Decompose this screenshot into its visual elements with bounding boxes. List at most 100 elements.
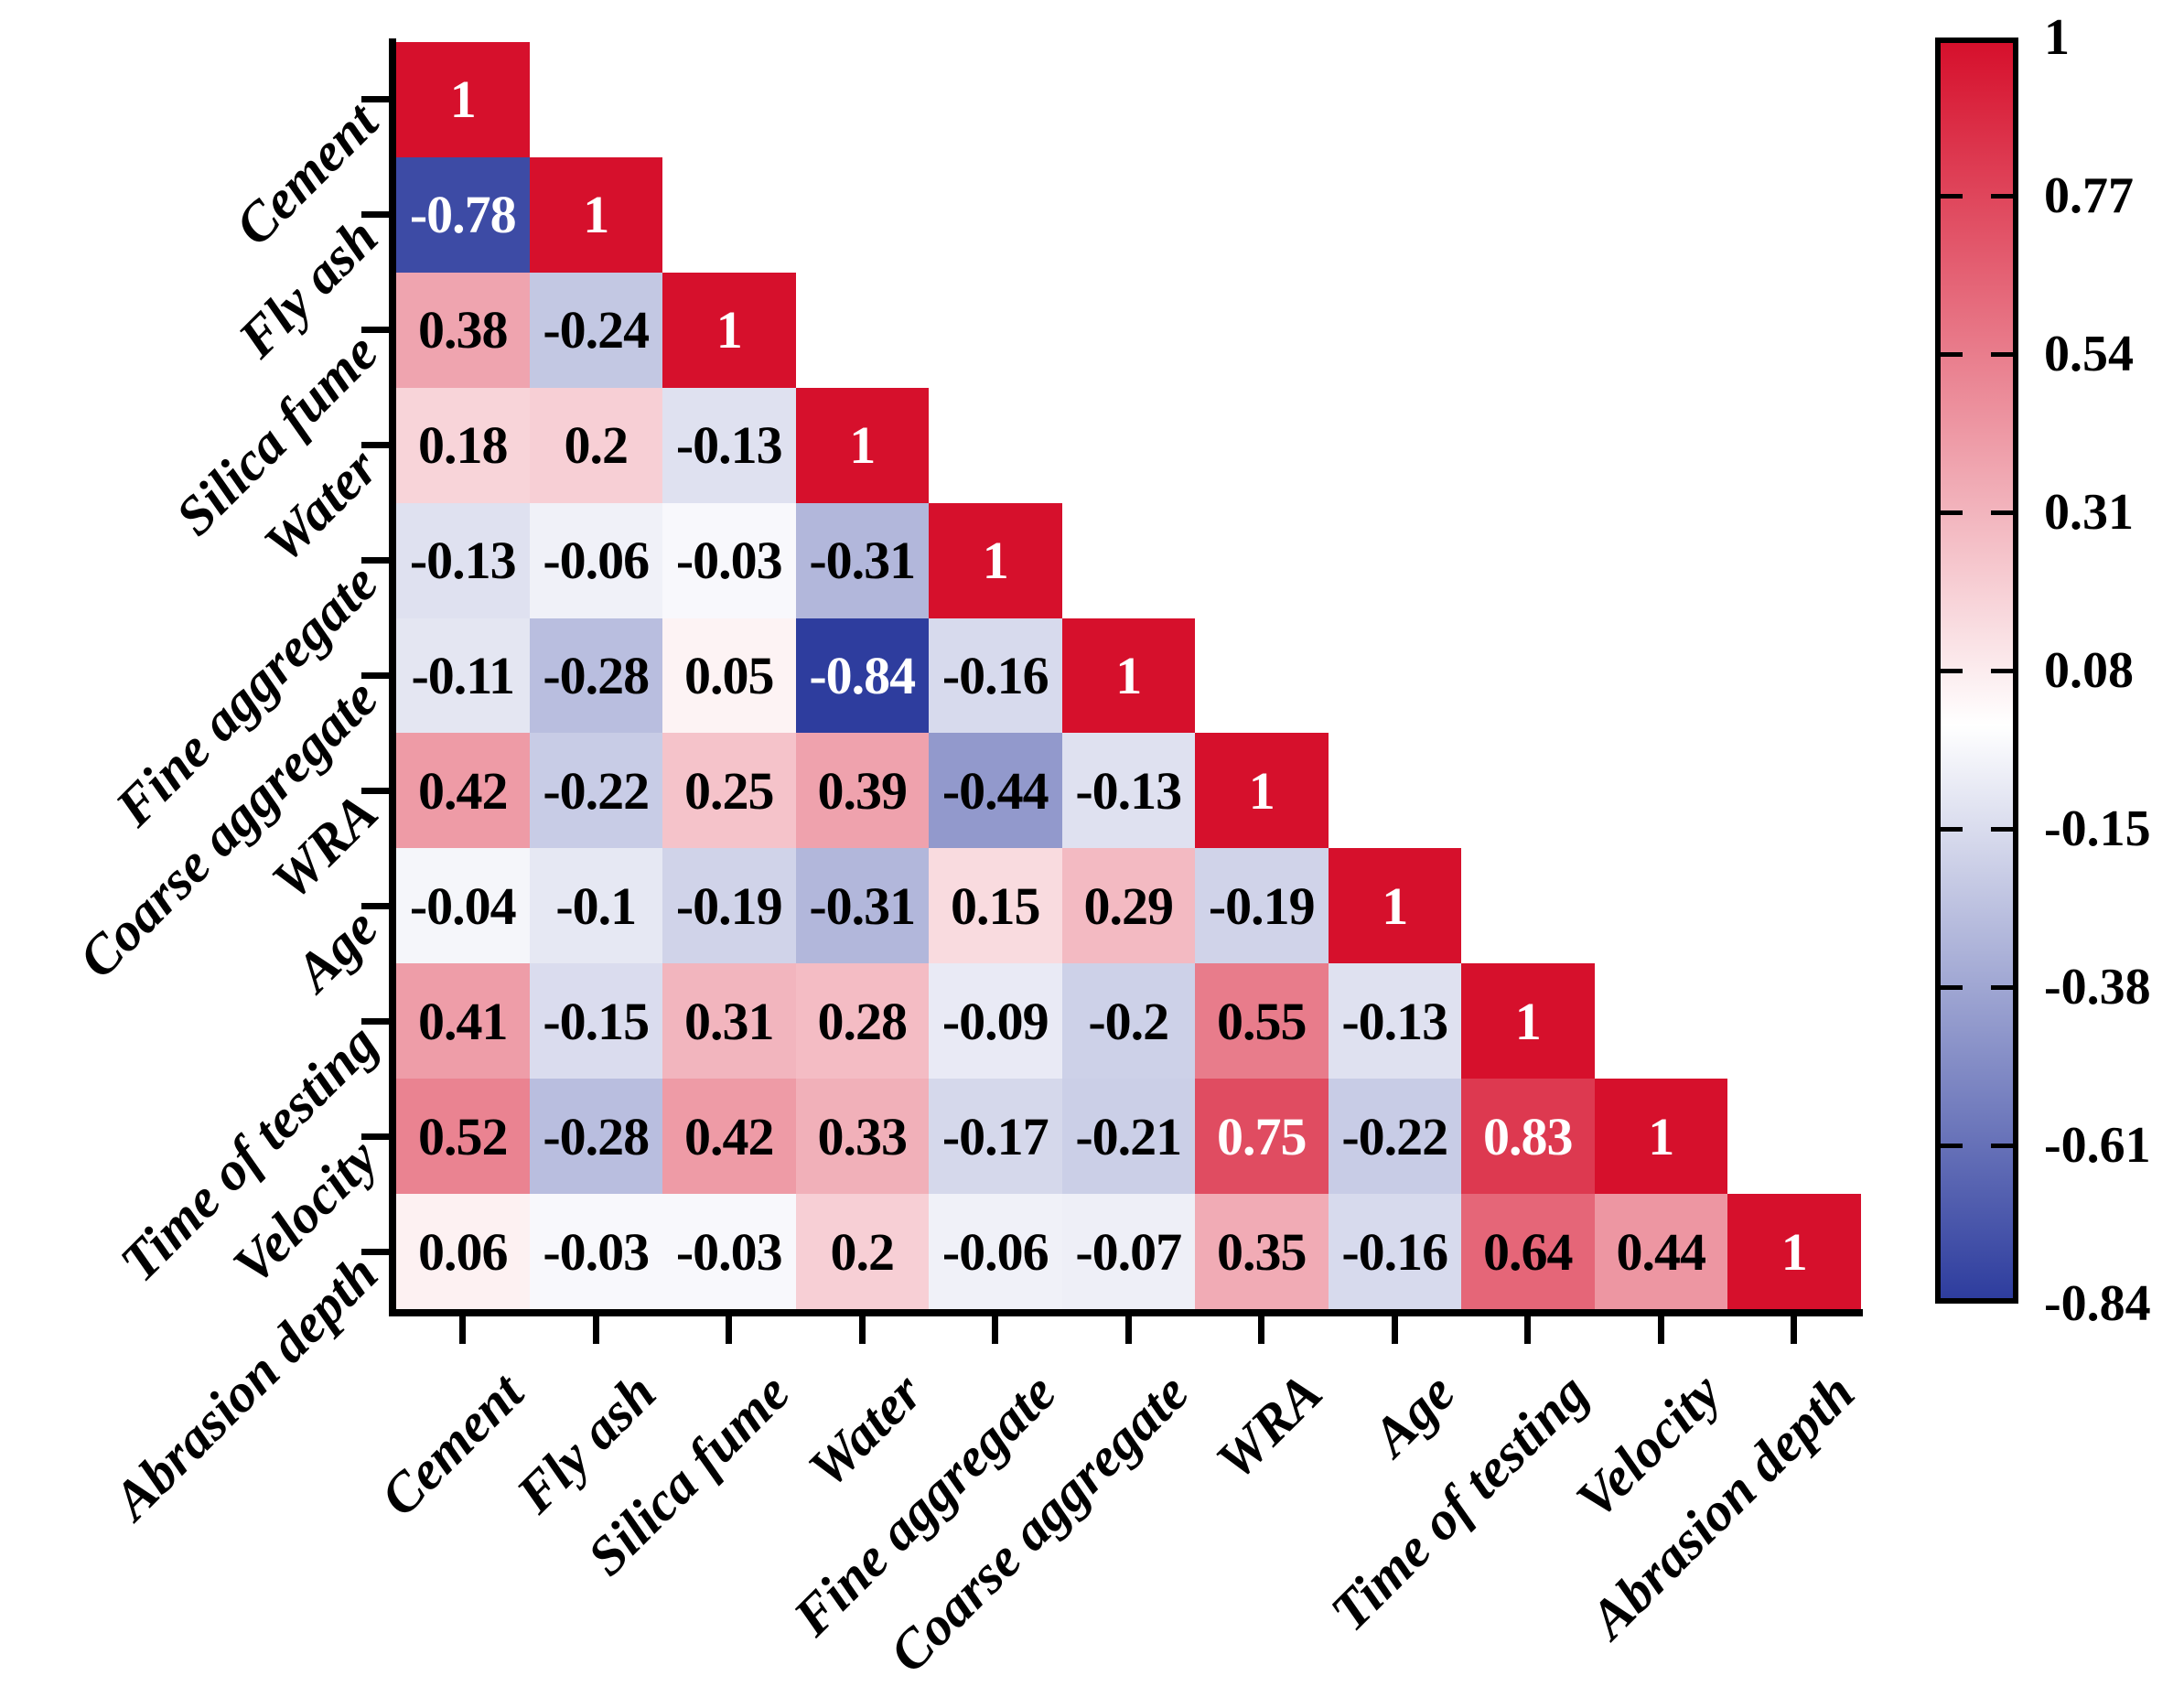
matrix-cell: -0.16 [929,618,1062,734]
matrix-cell-value: 0.2 [564,415,629,476]
y-tick-mark [361,672,389,679]
matrix-cell: 1 [1461,963,1595,1079]
x-tick-mark [1258,1316,1265,1344]
matrix-cell: 0.29 [1061,848,1195,964]
matrix-cell-value: 0.38 [418,300,508,360]
matrix-cell-value: -0.16 [1341,1221,1448,1282]
matrix-cell-value: -0.22 [1341,1106,1448,1166]
matrix-cell-value: -0.09 [941,991,1049,1051]
matrix-cell: 1 [396,42,530,157]
matrix-cell-value: -0.16 [941,646,1049,705]
matrix-cell: -0.17 [929,1079,1062,1195]
matrix-cell-value: 1 [1781,1221,1808,1282]
matrix-cell-value: -0.06 [543,531,650,591]
matrix-cell: 0.39 [795,733,929,849]
matrix-cell-value: -0.15 [543,991,650,1051]
matrix-cell-value: 0.35 [1217,1221,1307,1282]
matrix-cell: -0.78 [396,156,530,273]
x-tick-mark [1124,1316,1132,1344]
colorbar-tick-label: -0.15 [2044,800,2151,857]
matrix-cell: 0.31 [662,963,796,1079]
x-tick-mark [459,1316,467,1344]
matrix-cell-value: -0.06 [941,1221,1049,1282]
colorbar-tick-mark [1991,193,2018,199]
matrix-cell: 0.18 [396,387,530,503]
matrix-cell: 0.2 [529,387,662,503]
y-tick-mark [361,787,389,794]
matrix-cell-value: 0.52 [418,1106,508,1166]
matrix-cell: -0.24 [529,272,662,388]
y-axis-line [389,38,396,1316]
matrix-cell: -0.06 [529,502,662,618]
y-tick-mark [361,327,389,334]
matrix-cell: -0.13 [396,502,530,618]
matrix-cell: 0.25 [662,733,796,849]
colorbar-tick-mark [1991,984,2018,990]
colorbar-tick-label: -0.84 [2044,1275,2151,1332]
matrix-cell: 1 [1195,733,1329,849]
matrix-cell: -0.07 [1061,1194,1195,1309]
matrix-cell-value: -0.13 [1341,991,1448,1051]
matrix-cell-value: 0.44 [1616,1221,1706,1282]
y-tick-mark [361,1248,389,1255]
x-tick-mark [858,1316,866,1344]
matrix-cell: 0.83 [1461,1079,1595,1195]
matrix-cell: -0.31 [795,848,929,964]
matrix-cell: 0.06 [396,1194,530,1309]
matrix-cell-value: 1 [1248,760,1275,821]
matrix-cell-value: -0.78 [409,185,517,245]
x-tick-mark [1391,1316,1398,1344]
matrix-cell: 0.05 [662,618,796,734]
matrix-cell: -0.19 [1195,848,1329,964]
x-tick-mark [1524,1316,1532,1344]
matrix-cell: 1 [1328,848,1461,964]
matrix-cell-value: -0.28 [543,1106,650,1166]
matrix-cell-value: -0.13 [409,531,517,591]
colorbar-tick-mark [1935,984,1963,990]
matrix-cell-value: -0.31 [809,875,916,936]
matrix-cell: 0.75 [1195,1079,1329,1195]
x-tick-mark [592,1316,599,1344]
colorbar-tick-mark [1935,193,1963,199]
matrix-cell-value: 0.41 [418,991,508,1051]
colorbar-tick-mark [1991,1143,2018,1148]
y-tick-mark [361,1133,389,1140]
matrix-cell-value: 0.42 [684,1106,774,1166]
matrix-cell: -0.22 [1328,1079,1461,1195]
matrix-cell: -0.44 [929,733,1062,849]
matrix-cell: 0.2 [795,1194,929,1309]
matrix-cell-value: 0.05 [684,646,774,705]
matrix-cell-value: -0.03 [675,531,783,591]
matrix-cell: -0.2 [1061,963,1195,1079]
matrix-cell: 0.38 [396,272,530,388]
matrix-cell-value: 1 [1514,991,1542,1051]
matrix-cell-value: 1 [1115,646,1142,705]
y-tick-mark [361,1017,389,1025]
matrix-cell-value: -0.03 [543,1221,650,1282]
matrix-cell: -0.28 [529,1079,662,1195]
x-tick-mark [992,1316,999,1344]
y-tick-mark [361,442,389,449]
matrix-cell: 0.42 [396,733,530,849]
colorbar-tick-label: -0.61 [2044,1117,2151,1174]
colorbar-tick-mark [1991,510,2018,515]
matrix-cell: -0.03 [662,1194,796,1309]
matrix-cell-value: 0.33 [817,1106,908,1166]
matrix-cell-value: 0.06 [418,1221,508,1282]
matrix-cell-value: 0.28 [817,991,908,1051]
matrix-cell-value: 0.2 [830,1221,895,1282]
matrix-cell-value: 0.64 [1483,1221,1573,1282]
matrix-cell: -0.15 [529,963,662,1079]
matrix-cell-value: 1 [1648,1106,1674,1166]
matrix-cell-value: -0.24 [543,300,650,360]
matrix-cell-value: 0.15 [951,875,1040,936]
matrix-cell: 0.35 [1195,1194,1329,1309]
x-axis-line [389,1309,1863,1316]
matrix-cell: 1 [929,502,1062,618]
matrix-cell-value: -0.19 [675,875,783,936]
colorbar-tick-mark [1935,668,1963,673]
matrix-cell-value: -0.03 [675,1221,783,1282]
matrix-cell-value: 0.39 [817,760,908,821]
matrix-cell-value: -0.11 [411,646,515,705]
